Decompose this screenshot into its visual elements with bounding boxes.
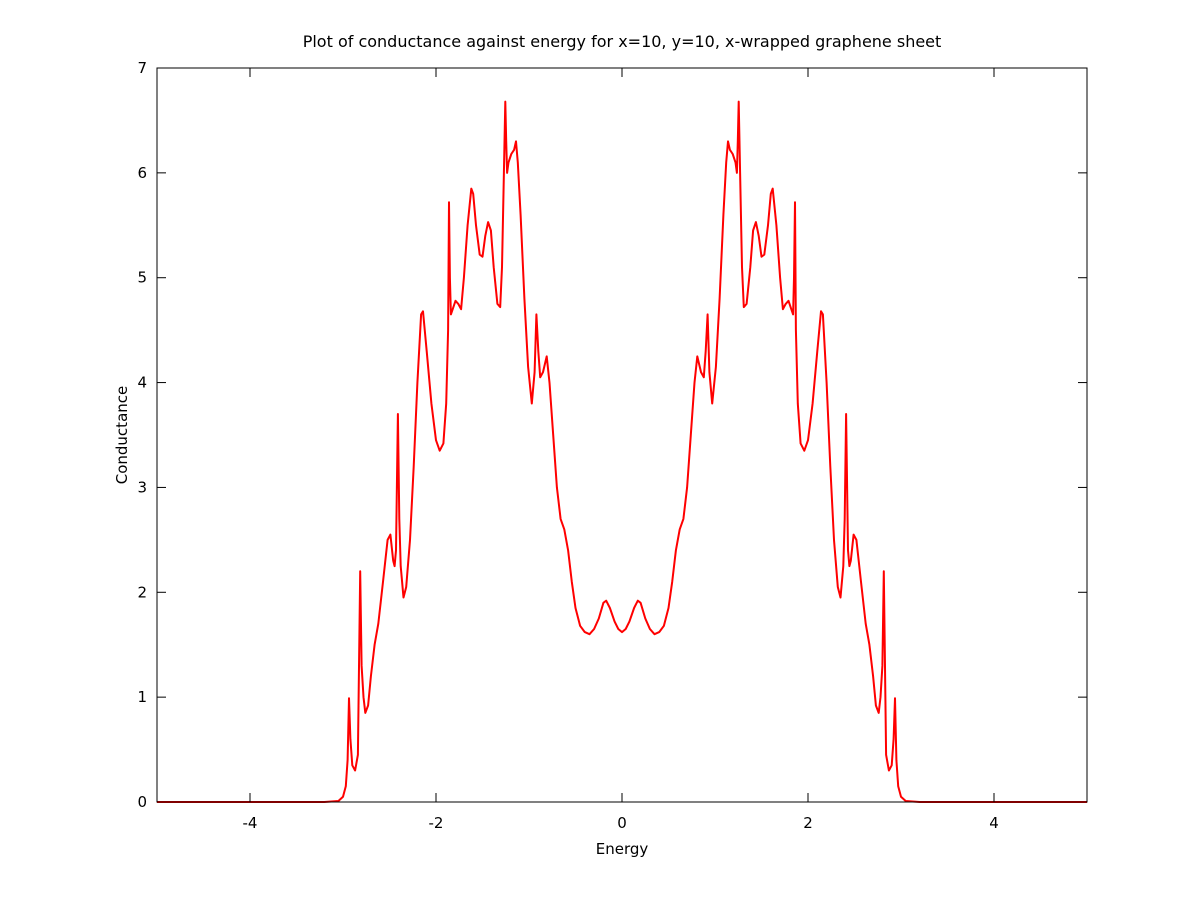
- x-tick-label: -2: [429, 814, 444, 832]
- series-line-conductance: [157, 100, 1087, 803]
- y-tick-label: 3: [137, 478, 147, 496]
- y-tick-label: 1: [137, 688, 147, 706]
- y-tick-label: 6: [137, 164, 147, 182]
- y-tick-label: 7: [137, 59, 147, 77]
- y-axis: 0 1 2 3 4 5 6 7: [137, 59, 1087, 811]
- y-tick-label: 4: [137, 374, 147, 392]
- x-axis-label: Energy: [596, 840, 649, 858]
- y-axis-label: Conductance: [113, 386, 131, 485]
- x-axis: -4 -2 0 2 4: [243, 68, 999, 832]
- x-tick-label: 4: [989, 814, 999, 832]
- y-tick-label: 2: [137, 583, 147, 601]
- x-tick-label: 2: [803, 814, 813, 832]
- x-tick-label: 0: [617, 814, 627, 832]
- x-tick-label: -4: [243, 814, 258, 832]
- chart-title: Plot of conductance against energy for x…: [303, 32, 942, 51]
- y-tick-label: 5: [137, 269, 147, 287]
- y-tick-label: 0: [137, 793, 147, 811]
